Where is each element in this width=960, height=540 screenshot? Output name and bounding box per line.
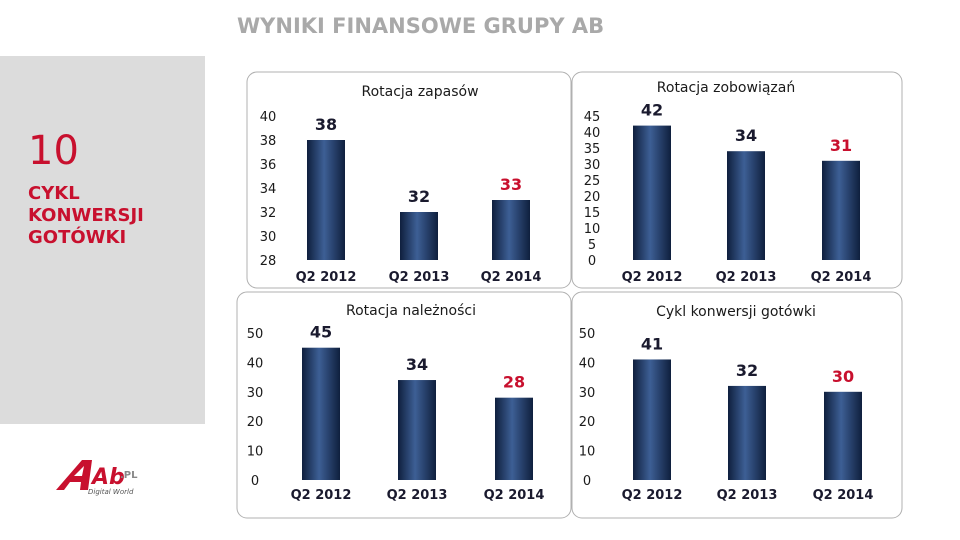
y-tick-label-zobowiazania: 25: [584, 174, 601, 189]
data-label-zobowiazania-3: 31: [830, 136, 852, 155]
y-tick-label-zapasy: 30: [260, 230, 277, 245]
y-tick-label-zobowiazania: 10: [584, 222, 601, 237]
y-tick-label-zapasy: 28: [260, 254, 277, 269]
logo-text: Ab: [90, 465, 125, 490]
data-label-zobowiazania-1: 42: [641, 101, 663, 120]
y-tick-label-zobowiazania: 35: [584, 142, 601, 157]
y-tick-label-naleznosci: 20: [247, 415, 264, 430]
category-label-cykl-1: Q2 2012: [622, 488, 683, 503]
y-tick-label-cykl: 30: [579, 386, 596, 401]
y-tick-label-zobowiazania: 0: [588, 254, 596, 269]
data-label-zapasy-3: 33: [500, 175, 522, 194]
y-tick-label-cykl: 50: [579, 327, 596, 342]
data-label-naleznosci-3: 28: [503, 373, 525, 392]
y-tick-label-naleznosci: 0: [251, 474, 259, 489]
chart-title-cykl: Cykl konwersji gotówki: [656, 304, 816, 320]
y-tick-label-zapasy: 38: [260, 134, 277, 149]
bar-cykl-2: [728, 385, 766, 480]
sidebar-band: [0, 56, 205, 424]
bar-zapasy-3: [492, 200, 530, 260]
bar-cykl-1: [633, 359, 671, 480]
bar-cykl-3: [824, 391, 862, 480]
y-tick-label-cykl: 20: [579, 415, 596, 430]
bar-naleznosci-2: [398, 380, 436, 480]
category-label-zobowiazania-2: Q2 2013: [716, 270, 777, 285]
data-label-naleznosci-2: 34: [406, 355, 428, 374]
category-label-zobowiazania-3: Q2 2014: [811, 270, 872, 285]
bar-zobowiazania-1: [633, 125, 671, 260]
logo-tagline: Digital World: [88, 488, 134, 496]
category-label-naleznosci-2: Q2 2013: [387, 488, 448, 503]
chart-title-zobowiazania: Rotacja zobowiązań: [657, 80, 795, 96]
bar-zobowiazania-2: [727, 151, 765, 260]
company-logo: Ab .PL Digital World: [56, 460, 138, 496]
y-tick-label-naleznosci: 30: [247, 386, 264, 401]
category-label-zobowiazania-1: Q2 2012: [622, 270, 683, 285]
y-tick-label-naleznosci: 50: [247, 327, 264, 342]
category-label-zapasy-2: Q2 2013: [389, 270, 450, 285]
data-label-cykl-1: 41: [641, 334, 663, 353]
y-tick-label-zapasy: 34: [260, 182, 277, 197]
y-tick-label-zobowiazania: 40: [584, 126, 601, 141]
chart-layer: Rotacja zapasów 28 30 32 34 36 38 40 38 Q2 2012 32…: [236, 71, 903, 519]
y-tick-label-zobowiazania: 15: [584, 206, 601, 221]
logo-suffix: .PL: [120, 470, 138, 481]
y-tick-label-cykl: 0: [583, 474, 591, 489]
y-tick-label-naleznosci: 10: [247, 445, 264, 460]
sidebar-bottom: [0, 424, 205, 540]
data-label-naleznosci-1: 45: [310, 323, 332, 342]
y-tick-label-cykl: 40: [579, 356, 596, 371]
section-title: CYKL KONWERSJI GOTÓWKI: [28, 183, 144, 248]
page-title: WYNIKI FINANSOWE GRUPY AB: [237, 14, 605, 38]
chart-title-naleznosci: Rotacja należności: [346, 303, 476, 319]
bar-naleznosci-1: [302, 347, 340, 480]
y-tick-label-zobowiazania: 20: [584, 190, 601, 205]
category-label-naleznosci-3: Q2 2014: [484, 488, 545, 503]
data-label-cykl-2: 32: [736, 361, 758, 380]
bar-naleznosci-3: [495, 397, 533, 480]
category-label-naleznosci-1: Q2 2012: [291, 488, 352, 503]
y-tick-label-zobowiazania: 30: [584, 158, 601, 173]
bar-zobowiazania-3: [822, 160, 860, 260]
y-tick-label-zapasy: 40: [260, 110, 277, 125]
data-label-cykl-3: 30: [832, 367, 854, 386]
y-tick-label-cykl: 10: [579, 445, 596, 460]
logo-mark: [56, 460, 92, 490]
y-tick-label-zobowiazania: 45: [584, 110, 601, 125]
category-label-zapasy-3: Q2 2014: [481, 270, 542, 285]
sidebar-top: [0, 0, 205, 56]
y-tick-label-naleznosci: 40: [247, 356, 264, 371]
bar-zapasy-2: [400, 212, 438, 260]
data-label-zapasy-1: 38: [315, 115, 337, 134]
category-label-zapasy-1: Q2 2012: [296, 270, 357, 285]
category-label-cykl-3: Q2 2014: [813, 488, 874, 503]
data-label-zapasy-2: 32: [408, 187, 430, 206]
sidebar: 10 CYKL KONWERSJI GOTÓWKI Ab .PL Digital…: [0, 0, 205, 540]
bar-zapasy-1: [307, 140, 345, 260]
category-label-cykl-2: Q2 2013: [717, 488, 778, 503]
chart-title-zapasy: Rotacja zapasów: [361, 84, 478, 100]
data-label-zobowiazania-2: 34: [735, 126, 757, 145]
y-tick-label-zapasy: 36: [260, 158, 277, 173]
slide-number: 10: [28, 128, 79, 174]
y-tick-label-zobowiazania: 5: [588, 238, 596, 253]
y-tick-label-zapasy: 32: [260, 206, 277, 221]
